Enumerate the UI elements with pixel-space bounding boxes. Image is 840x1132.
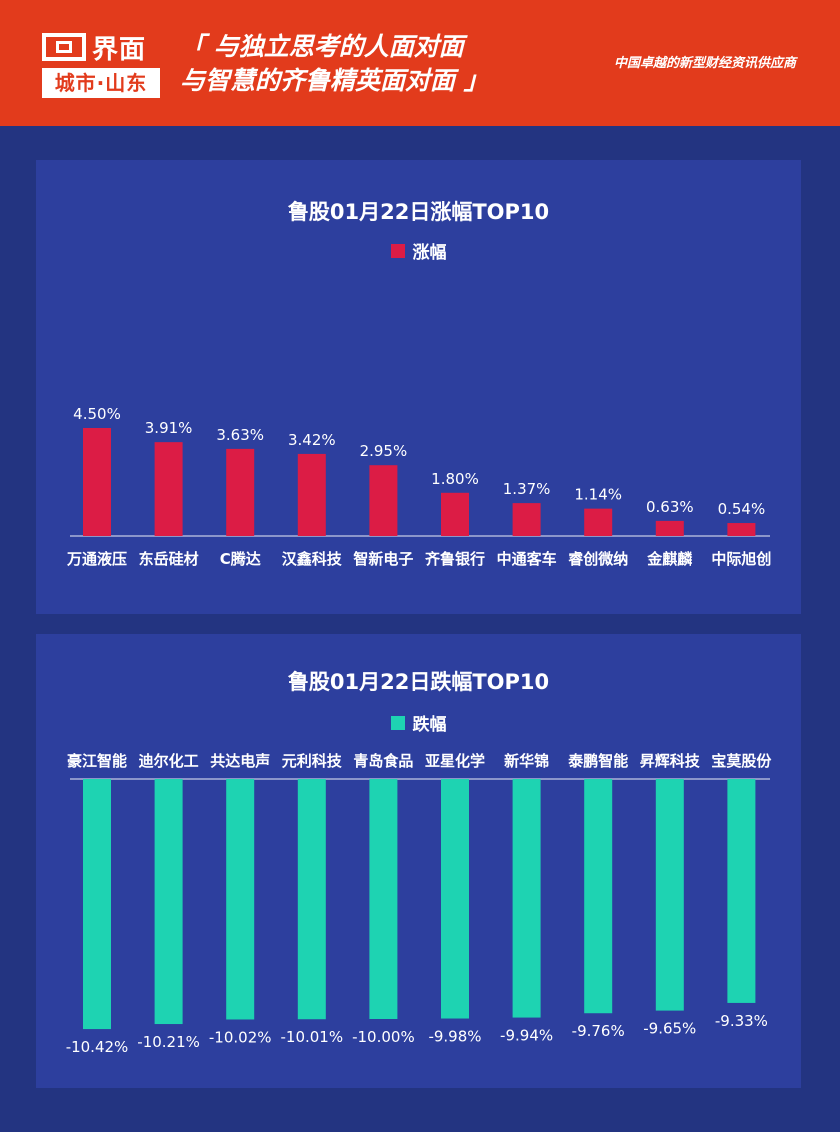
logo-mark-icon	[42, 33, 86, 61]
gain-value-label: 1.14%	[574, 486, 622, 504]
logo-city: 城市·山东	[42, 68, 160, 98]
gain-value-label: 4.50%	[73, 405, 121, 423]
loss-chart-plot: 豪江智能 -10.42% 迪尔化工 -10.21% 共达电声 -10.02% 元利科技 -10…	[66, 752, 773, 1056]
gain-legend-swatch	[390, 243, 405, 258]
loss-category-label: 新华锦	[504, 752, 549, 770]
tagline: 中国卓越的新型财经资讯供应商	[613, 56, 796, 71]
gain-chart-plot: 4.50% 万通液压 3.91% 东岳硅材 3.63% C腾达 3.42% 汉鑫科技 2.95%…	[66, 405, 771, 568]
loss-category-label: 青岛食品	[353, 752, 413, 770]
loss-category-label: 豪江智能	[67, 752, 127, 770]
gain-chart-panel: 鲁股01月22日涨幅TOP10 涨幅 4.50% 万通液压 3.91% 东岳硅材 3.6…	[36, 160, 801, 614]
gain-value-label: 1.37%	[503, 480, 551, 498]
gain-chart-title: 鲁股01月22日涨幅TOP10	[287, 200, 550, 224]
loss-legend-swatch	[390, 715, 405, 730]
logo: 界面 城市·山东	[42, 28, 160, 98]
gain-value-label: 1.80%	[431, 470, 479, 488]
gain-bar	[655, 520, 684, 536]
gain-category-label: 智新电子	[353, 550, 413, 568]
gain-category-label: 睿创微纳	[568, 550, 628, 568]
loss-legend-label: 跌幅	[412, 715, 447, 735]
gain-bar	[154, 442, 183, 536]
loss-value-label: -9.65%	[643, 1020, 696, 1038]
gain-bar	[441, 492, 469, 536]
loss-category-label: 迪尔化工	[139, 752, 199, 770]
gain-chart-legend: 涨幅	[36, 238, 801, 263]
loss-bar	[154, 779, 183, 1025]
gain-category-label: 汉鑫科技	[282, 550, 343, 568]
loss-value-label: -9.76%	[572, 1022, 625, 1040]
loss-value-label: -10.01%	[280, 1028, 343, 1046]
loss-bar	[727, 779, 756, 1003]
loss-category-label: 亚星化学	[425, 752, 485, 770]
header-banner: 界面 城市·山东 「 与独立思考的人面对面 与智慧的齐鲁精英面对面 」 中国卓越…	[0, 0, 840, 126]
loss-bar	[297, 779, 326, 1020]
gain-bar	[727, 523, 756, 536]
gain-bar	[584, 508, 613, 536]
loss-chart-legend: 跌幅	[36, 710, 801, 735]
loss-value-label: -10.00%	[352, 1028, 415, 1046]
loss-category-label: 泰鹏智能	[567, 752, 628, 770]
loss-value-label: -10.02%	[209, 1028, 272, 1046]
loss-bar	[441, 779, 469, 1019]
loss-category-label: 昇辉科技	[640, 752, 701, 770]
loss-category-label: 共达电声	[210, 752, 270, 770]
loss-bar	[512, 779, 541, 1018]
gain-bar	[297, 453, 326, 536]
gain-value-label: 0.63%	[646, 498, 694, 516]
loss-bar	[226, 779, 255, 1020]
logo-brand: 界面	[92, 34, 147, 65]
gain-category-label: 齐鲁银行	[425, 550, 485, 568]
gain-category-label: 中通客车	[497, 550, 557, 568]
loss-category-label: 宝莫股份	[711, 752, 772, 770]
gain-value-label: 0.54%	[718, 500, 766, 518]
loss-bar	[83, 779, 111, 1030]
gain-value-label: 2.95%	[360, 442, 408, 460]
loss-chart-panel: 鲁股01月22日跌幅TOP10 跌幅 豪江智能 -10.42% 迪尔化工 -10.21…	[36, 634, 801, 1088]
loss-category-label: 元利科技	[282, 752, 343, 770]
gain-bar	[83, 428, 111, 536]
gain-category-label: 东岳硅材	[139, 550, 199, 568]
loss-bar	[655, 779, 684, 1011]
loss-bar	[584, 779, 613, 1014]
gain-value-label: 3.42%	[288, 431, 336, 449]
loss-value-label: -9.98%	[428, 1028, 481, 1046]
loss-bar	[369, 779, 398, 1019]
slogan-line-1: 「 与独立思考的人面对面	[180, 32, 464, 61]
gain-category-label: 中际旭创	[711, 550, 771, 568]
loss-value-label: -9.94%	[500, 1027, 553, 1045]
loss-value-label: -10.21%	[137, 1033, 200, 1051]
slogan: 「 与独立思考的人面对面 与智慧的齐鲁精英面对面 」	[180, 30, 489, 98]
loss-value-label: -9.33%	[715, 1012, 768, 1030]
gain-category-label: 万通液压	[66, 550, 127, 568]
loss-value-label: -10.42%	[66, 1038, 129, 1056]
gain-bar	[512, 503, 541, 536]
slogan-line-2: 与智慧的齐鲁精英面对面 」	[180, 66, 489, 95]
gain-category-label: C腾达	[220, 550, 261, 568]
gain-value-label: 3.63%	[216, 426, 264, 444]
loss-chart-title: 鲁股01月22日跌幅TOP10	[287, 670, 550, 694]
gain-value-label: 3.91%	[145, 419, 193, 437]
gain-category-label: 金麒麟	[646, 550, 693, 568]
gain-bar	[369, 465, 398, 536]
gain-legend-label: 涨幅	[412, 243, 447, 263]
gain-bar	[226, 448, 255, 536]
